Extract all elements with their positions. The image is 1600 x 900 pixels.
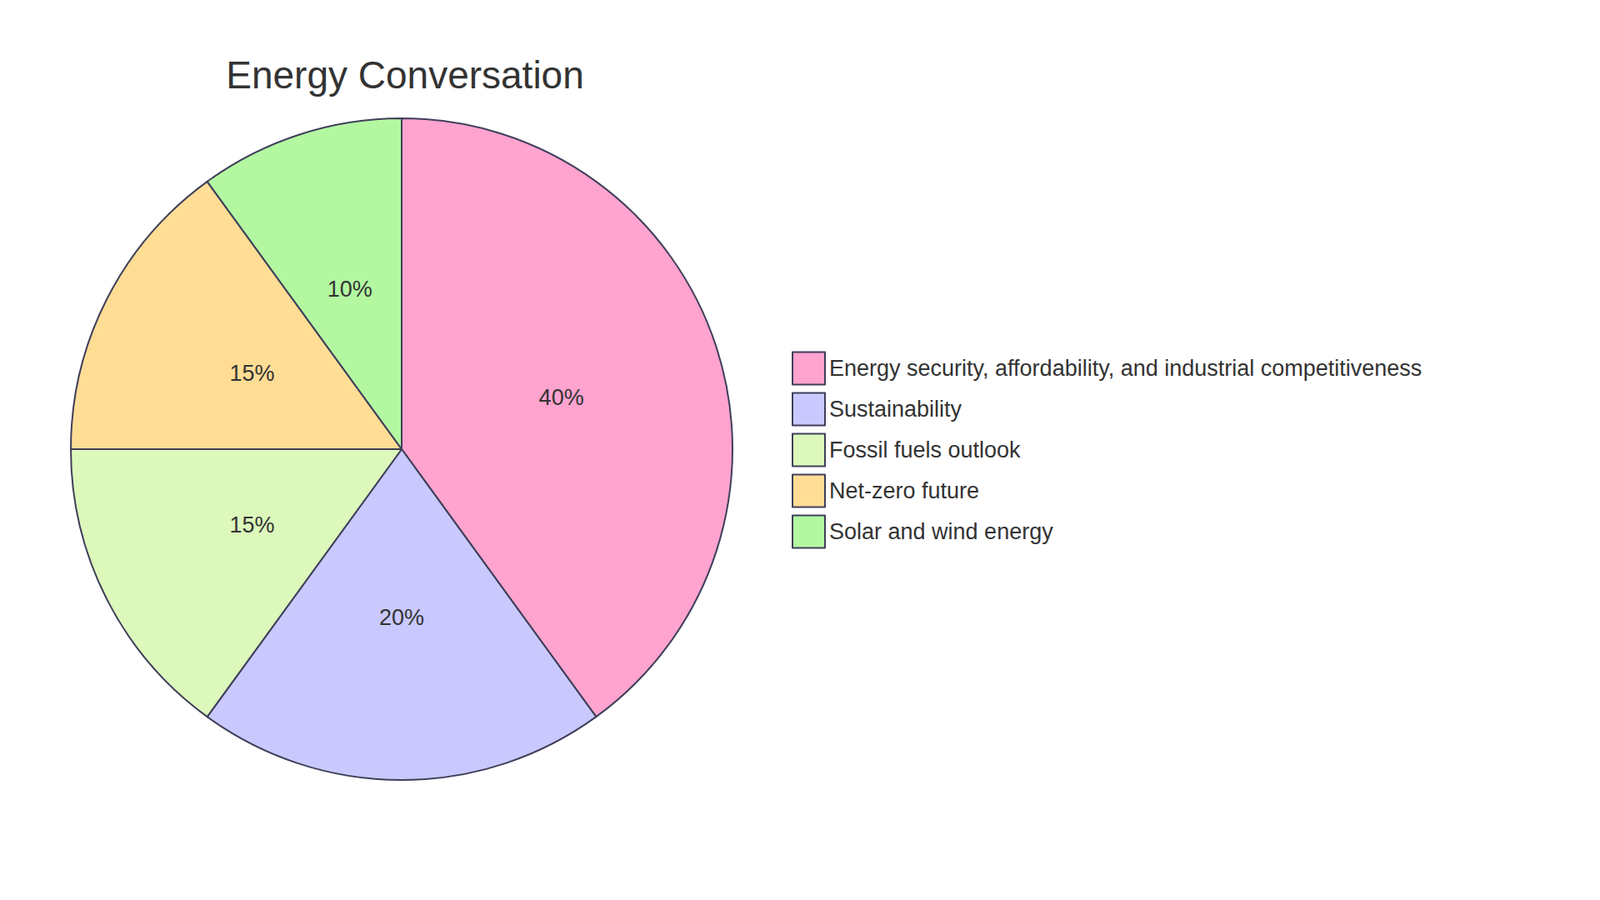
svg-text:Energy Conversation: Energy Conversation xyxy=(225,53,585,97)
svg-text:15%: 15% xyxy=(229,360,275,386)
svg-text:Net-zero future: Net-zero future xyxy=(829,478,980,504)
svg-text:Sustainability: Sustainability xyxy=(829,396,963,422)
svg-text:15%: 15% xyxy=(229,512,275,538)
svg-text:40%: 40% xyxy=(539,385,585,410)
svg-text:20%: 20% xyxy=(379,605,425,630)
svg-text:Energy security, affordability: Energy security, affordability, and indu… xyxy=(829,355,1422,381)
svg-text:10%: 10% xyxy=(327,276,373,302)
svg-text:Solar and wind energy: Solar and wind energy xyxy=(829,519,1054,545)
svg-text:Fossil fuels outlook: Fossil fuels outlook xyxy=(829,437,1021,463)
